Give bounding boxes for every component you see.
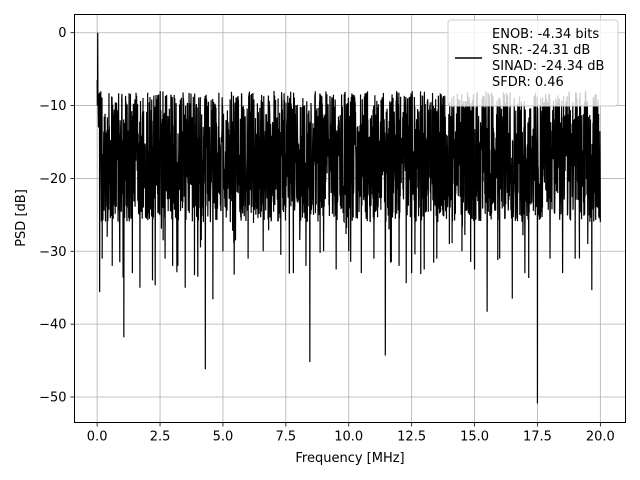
y-tick-label: −40	[39, 318, 66, 333]
legend: ENOB: -4.34 bits SNR: -24.31 dB SINAD: -…	[447, 19, 619, 107]
legend-box	[447, 19, 619, 107]
y-tick-label: −50	[39, 391, 66, 406]
x-tick-label: 2.5	[150, 430, 171, 445]
legend-sfdr: SFDR: 0.46	[492, 75, 564, 90]
x-tick-label: 7.5	[275, 430, 296, 445]
axes-frame	[74, 14, 626, 423]
y-tick-label: 0	[58, 26, 66, 41]
series-group	[96, 32, 601, 404]
x-tick-label: 5.0	[213, 430, 234, 445]
x-tick-label: 17.5	[523, 430, 552, 445]
legend-sinad: SINAD: -24.34 dB	[492, 59, 604, 74]
legend-snr: SNR: -24.31 dB	[492, 43, 590, 58]
x-tick-label: 12.5	[397, 430, 426, 445]
legend-enob: ENOB: -4.34 bits	[492, 27, 599, 42]
x-tick-label: 10.0	[334, 430, 363, 445]
x-axis-label: Frequency [MHz]	[295, 451, 404, 466]
y-tick-label: −10	[39, 99, 66, 114]
x-tick-label: 15.0	[460, 430, 489, 445]
y-axis-ticks: 0 −10 −20 −30 −40 −50	[39, 26, 75, 406]
y-tick-label: −30	[39, 245, 66, 260]
x-tick-label: 20.0	[586, 430, 615, 445]
y-tick-label: −20	[39, 172, 66, 187]
psd-series-line	[96, 32, 601, 404]
x-tick-label: 0.0	[87, 430, 108, 445]
x-axis-ticks: 0.0 2.5 5.0 7.5 10.0 12.5 15.0 17.5 20.0	[87, 422, 615, 445]
y-axis-label: PSD [dB]	[14, 189, 29, 247]
